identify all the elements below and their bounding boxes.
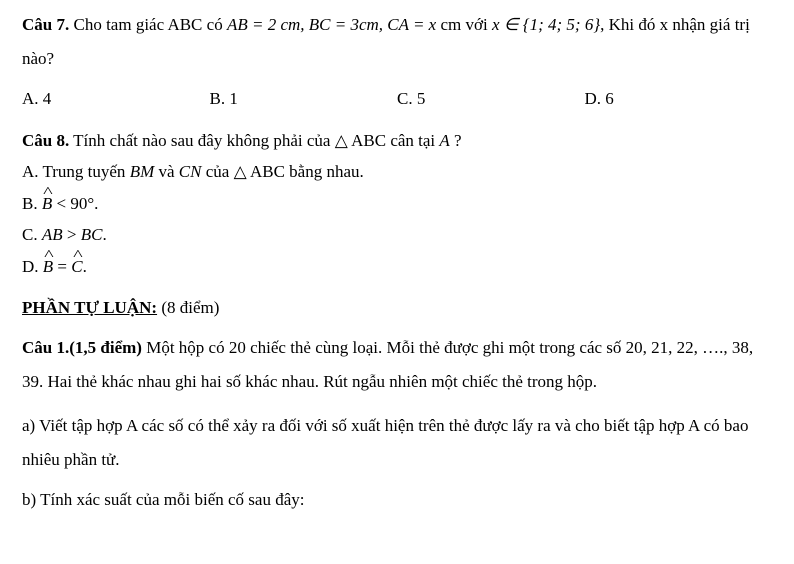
- essay-q1-label: Câu 1.(1,5 điểm): [22, 338, 142, 357]
- q8a-pre: A. Trung tuyến: [22, 162, 130, 181]
- q8a-post2: bằng nhau.: [285, 162, 364, 181]
- q8-option-a: A. Trung tuyến BM và CN của △ ABC bằng n…: [22, 159, 772, 185]
- q8-label: Câu 8.: [22, 131, 69, 150]
- q7-set: x ∈ {1; 4; 5; 6}: [492, 15, 600, 34]
- q7-option-d: D. 6: [585, 86, 773, 112]
- q8-at: A: [439, 131, 449, 150]
- question-7: Câu 7. Cho tam giác ABC có AB = 2 cm, BC…: [22, 8, 772, 76]
- q7-math: AB = 2 cm, BC = 3cm, CA = x: [227, 15, 436, 34]
- q8c-bc: BC: [81, 225, 103, 244]
- section-points: (8 điểm): [157, 298, 219, 317]
- q8b-Bhat: B: [42, 191, 52, 217]
- essay-q1-a: a) Viết tập hợp A các số có thể xảy ra đ…: [22, 409, 772, 477]
- q7-option-a: A. 4: [22, 86, 210, 112]
- q8c-pre: C.: [22, 225, 42, 244]
- q8b-post: < 90°.: [52, 194, 98, 213]
- q8c-ab: AB: [42, 225, 63, 244]
- q7-label: Câu 7.: [22, 15, 69, 34]
- q8c-dot: .: [102, 225, 106, 244]
- q7-option-c: C. 5: [397, 86, 585, 112]
- q7-options: A. 4 B. 1 C. 5 D. 6: [22, 86, 772, 112]
- q8d-dot: .: [83, 257, 87, 276]
- essay-q1-b: b) Tính xác suất của mỗi biến cố sau đây…: [22, 487, 772, 513]
- q8b-pre: B.: [22, 194, 42, 213]
- q8-text-after: cân tại: [386, 131, 439, 150]
- q8a-mid: và: [154, 162, 179, 181]
- q8-tri: △ ABC: [335, 131, 386, 150]
- q8a-tri: △ ABC: [234, 162, 285, 181]
- q7-text-after: cm với: [436, 15, 492, 34]
- q8d-pre: D.: [22, 257, 43, 276]
- q8-text-before: Tính chất nào sau đây không phải của: [69, 131, 334, 150]
- q8-qmark: ?: [450, 131, 462, 150]
- q8c-gt: >: [63, 225, 81, 244]
- question-8: Câu 8. Tính chất nào sau đây không phải …: [22, 128, 772, 154]
- q8-option-c: C. AB > BC.: [22, 222, 772, 248]
- q8-option-d: D. B = C.: [22, 254, 772, 280]
- q7-text-before: Cho tam giác ABC có: [69, 15, 227, 34]
- essay-q1: Câu 1.(1,5 điểm) Một hộp có 20 chiếc thẻ…: [22, 331, 772, 399]
- q7-option-b: B. 1: [210, 86, 398, 112]
- section-header: PHẦN TỰ LUẬN: (8 điểm): [22, 295, 772, 321]
- section-title: PHẦN TỰ LUẬN:: [22, 298, 157, 317]
- q8d-Chat: C: [71, 254, 82, 280]
- q8a-post1: của: [201, 162, 233, 181]
- q8-option-b: B. B < 90°.: [22, 191, 772, 217]
- q8d-eq: =: [53, 257, 71, 276]
- q8a-bm: BM: [130, 162, 155, 181]
- q8a-cn: CN: [179, 162, 202, 181]
- q8d-Bhat: B: [43, 254, 53, 280]
